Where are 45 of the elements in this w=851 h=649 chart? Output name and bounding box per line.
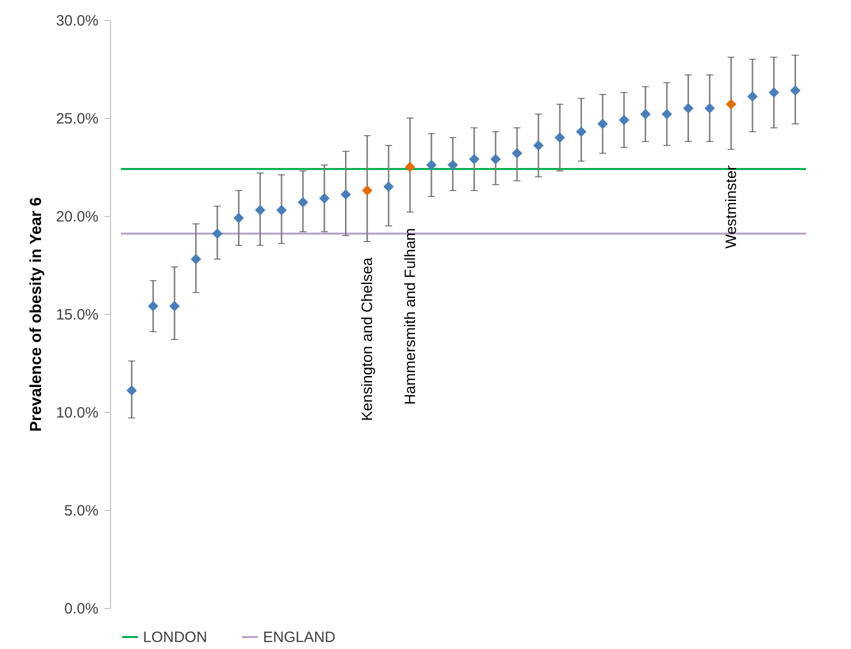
y-tick-label: 5.0% xyxy=(64,502,98,520)
y-tick-label: 25.0% xyxy=(56,110,98,128)
point xyxy=(640,108,651,120)
y-tick-label: 20.0% xyxy=(56,208,98,226)
point xyxy=(212,228,223,239)
x-tick-label: Westminster xyxy=(723,165,740,248)
x-tick-label: Kensington and Chelsea xyxy=(359,256,376,421)
point xyxy=(468,154,480,164)
point xyxy=(126,385,137,396)
y-tick-label: 0.0% xyxy=(64,600,98,618)
y-tick-label: 30.0% xyxy=(56,12,98,30)
point xyxy=(554,132,566,143)
point xyxy=(512,148,522,159)
point xyxy=(448,160,458,170)
point xyxy=(747,91,758,102)
legend-label: LONDON xyxy=(143,629,208,646)
y-tick-label: 10.0% xyxy=(56,404,98,422)
point xyxy=(662,108,672,120)
point xyxy=(254,204,266,216)
point xyxy=(276,204,287,216)
point xyxy=(768,87,780,98)
point xyxy=(683,102,694,114)
point xyxy=(726,99,736,110)
point xyxy=(790,85,801,96)
point xyxy=(704,102,715,114)
point xyxy=(340,189,352,200)
y-axis-title: Prevalence of obesity in Year 6 xyxy=(28,197,45,432)
point xyxy=(533,140,544,151)
x-tick-label: Hammersmith and Fulham xyxy=(402,228,419,405)
y-tick-label: 15.0% xyxy=(56,306,98,324)
point xyxy=(576,126,586,137)
legend-label: ENGLAND xyxy=(263,629,336,646)
point xyxy=(298,197,308,208)
point xyxy=(169,300,180,312)
point xyxy=(426,160,437,170)
point xyxy=(597,118,608,130)
point xyxy=(362,185,372,196)
point xyxy=(148,300,158,312)
point xyxy=(490,154,501,164)
point xyxy=(404,162,416,172)
point xyxy=(190,254,202,264)
point xyxy=(383,181,394,192)
point xyxy=(319,193,330,204)
point xyxy=(233,212,244,224)
point xyxy=(618,114,630,126)
